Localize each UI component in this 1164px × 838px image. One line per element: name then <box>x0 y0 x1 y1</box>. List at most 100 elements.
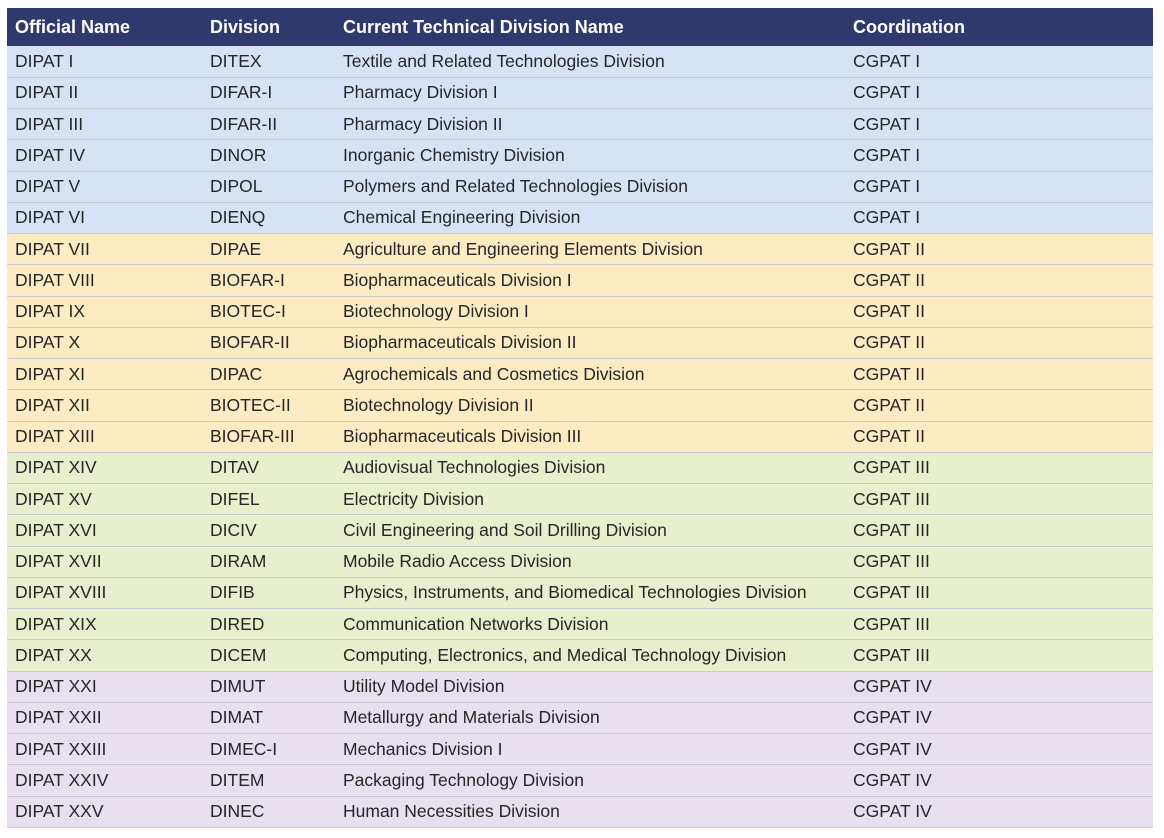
cell-division: BIOTEC-II <box>202 389 335 422</box>
cell-coordination: CGPAT I <box>845 202 1153 235</box>
cell-technical-division-name: Biopharmaceuticals Division III <box>335 421 845 453</box>
cell-technical-division-name: Agriculture and Engineering Elements Div… <box>335 233 845 266</box>
cell-official-name: DIPAT XXII <box>7 702 202 735</box>
cell-official-name: DIPAT XII <box>7 389 202 422</box>
cell-technical-division-name: Electricity Division <box>335 483 845 516</box>
cell-official-name: DIPAT XVI <box>7 514 202 547</box>
cell-division: DIFIB <box>202 577 335 610</box>
division-table-container: Official Name Division Current Technical… <box>7 8 1153 828</box>
cell-division: DIPAC <box>202 358 335 391</box>
table-row: DIPAT IV DINOR Inorganic Chemistry Divisio… <box>7 139 1153 172</box>
cell-division: DIMEC-I <box>202 733 335 766</box>
cell-technical-division-name: Physics, Instruments, and Biomedical Tec… <box>335 577 845 610</box>
header-official-name: Official Name <box>15 16 131 37</box>
header-row: Official Name Division Current Technical… <box>7 8 1153 46</box>
cell-division: DIFAR-I <box>202 77 335 110</box>
cell-technical-division-name: Chemical Engineering Division <box>335 202 845 235</box>
cell-official-name: DIPAT XXIII <box>7 733 202 766</box>
cell-technical-division-name: Biopharmaceuticals Division II <box>335 327 845 360</box>
cell-official-name: DIPAT XVII <box>7 546 202 578</box>
table-row: DIPAT XVII DIRAM Mobile Radio Access Divis… <box>7 546 1153 578</box>
table-row: DIPAT XII BIOTEC-II Biotechnology Division… <box>7 389 1153 422</box>
table-body: DIPAT I DITEX Textile and Related Technolo… <box>7 46 1153 828</box>
cell-technical-division-name: Textile and Related Technologies Divisio… <box>335 46 845 78</box>
table-row: DIPAT XVIII DIFIB Physics, Instruments, an… <box>7 577 1153 610</box>
table-row: DIPAT XXIII DIMEC-I Mechanics Division I CG… <box>7 733 1153 766</box>
cell-coordination: CGPAT II <box>845 264 1153 297</box>
cell-division: DIENQ <box>202 202 335 235</box>
cell-coordination: CGPAT I <box>845 77 1153 110</box>
cell-division: DIRED <box>202 608 335 641</box>
table-row: DIPAT XI DIPAC Agrochemicals and Cosmetics… <box>7 358 1153 391</box>
cell-coordination: CGPAT III <box>845 639 1153 672</box>
cell-technical-division-name: Pharmacy Division II <box>335 108 845 141</box>
table-row: DIPAT XXV DINEC Human Necessities Division… <box>7 796 1153 828</box>
table-row: DIPAT VIII BIOFAR-I Biopharmaceuticals Div… <box>7 264 1153 297</box>
cell-official-name: DIPAT XXIV <box>7 764 202 797</box>
cell-official-name: DIPAT VII <box>7 233 202 266</box>
cell-division: DIPAE <box>202 233 335 266</box>
cell-technical-division-name: Pharmacy Division I <box>335 77 845 110</box>
cell-coordination: CGPAT III <box>845 452 1153 485</box>
cell-coordination: CGPAT II <box>845 389 1153 422</box>
table-row: DIPAT XVI DICIV Civil Engineering and Soil… <box>7 514 1153 547</box>
cell-official-name: DIPAT XIX <box>7 608 202 641</box>
cell-division: BIOFAR-III <box>202 421 335 453</box>
cell-coordination: CGPAT II <box>845 233 1153 266</box>
cell-division: DIPOL <box>202 171 335 203</box>
cell-division: DITAV <box>202 452 335 485</box>
table-row: DIPAT XV DIFEL Electricity Division CGPAT I… <box>7 483 1153 516</box>
header-coordination: Coordination <box>853 16 965 37</box>
cell-division: DIFEL <box>202 483 335 516</box>
cell-technical-division-name: Audiovisual Technologies Division <box>335 452 845 485</box>
header-division: Division <box>210 16 281 37</box>
cell-coordination: CGPAT IV <box>845 671 1153 703</box>
cell-coordination: CGPAT II <box>845 296 1153 328</box>
cell-official-name: DIPAT XI <box>7 358 202 391</box>
cell-division: DITEM <box>202 764 335 797</box>
cell-official-name: DIPAT III <box>7 108 202 141</box>
cell-division: DICEM <box>202 639 335 672</box>
cell-division: DICIV <box>202 514 335 547</box>
cell-technical-division-name: Civil Engineering and Soil Drilling Divi… <box>335 514 845 547</box>
cell-technical-division-name: Packaging Technology Division <box>335 764 845 797</box>
table-row: DIPAT I DITEX Textile and Related Technolo… <box>7 46 1153 78</box>
table-row: DIPAT III DIFAR-II Pharmacy Division II CGP… <box>7 108 1153 141</box>
cell-coordination: CGPAT I <box>845 46 1153 78</box>
cell-technical-division-name: Mechanics Division I <box>335 733 845 766</box>
cell-official-name: DIPAT XV <box>7 483 202 516</box>
cell-division: DITEX <box>202 46 335 78</box>
cell-division: DIRAM <box>202 546 335 578</box>
cell-coordination: CGPAT II <box>845 358 1153 391</box>
cell-technical-division-name: Biotechnology Division II <box>335 389 845 422</box>
cell-coordination: CGPAT III <box>845 514 1153 547</box>
cell-division: BIOFAR-I <box>202 264 335 297</box>
cell-technical-division-name: Computing, Electronics, and Medical Tech… <box>335 639 845 672</box>
table-row: DIPAT VI DIENQ Chemical Engineering Divisi… <box>7 202 1153 235</box>
table-row: DIPAT XXII DIMAT Metallurgy and Materials … <box>7 702 1153 735</box>
cell-division: DIMUT <box>202 671 335 703</box>
cell-coordination: CGPAT I <box>845 108 1153 141</box>
cell-technical-division-name: Utility Model Division <box>335 671 845 703</box>
table-row: DIPAT XIV DITAV Audiovisual Technologies D… <box>7 452 1153 485</box>
cell-coordination: CGPAT III <box>845 577 1153 610</box>
cell-official-name: DIPAT VI <box>7 202 202 235</box>
cell-official-name: DIPAT X <box>7 327 202 360</box>
cell-coordination: CGPAT IV <box>845 702 1153 735</box>
cell-technical-division-name: Mobile Radio Access Division <box>335 546 845 578</box>
cell-technical-division-name: Polymers and Related Technologies Divisi… <box>335 171 845 203</box>
cell-coordination: CGPAT III <box>845 608 1153 641</box>
cell-coordination: CGPAT IV <box>845 733 1153 766</box>
cell-official-name: DIPAT XXI <box>7 671 202 703</box>
table-row: DIPAT XX DICEM Computing, Electronics, and… <box>7 639 1153 672</box>
cell-official-name: DIPAT IX <box>7 296 202 328</box>
cell-coordination: CGPAT I <box>845 171 1153 203</box>
cell-technical-division-name: Agrochemicals and Cosmetics Division <box>335 358 845 391</box>
cell-technical-division-name: Biopharmaceuticals Division I <box>335 264 845 297</box>
cell-technical-division-name: Human Necessities Division <box>335 796 845 828</box>
table-row: DIPAT VII DIPAE Agriculture and Engineerin… <box>7 233 1153 266</box>
cell-official-name: DIPAT II <box>7 77 202 110</box>
cell-division: BIOTEC-I <box>202 296 335 328</box>
cell-coordination: CGPAT IV <box>845 796 1153 828</box>
cell-division: DIFAR-II <box>202 108 335 141</box>
